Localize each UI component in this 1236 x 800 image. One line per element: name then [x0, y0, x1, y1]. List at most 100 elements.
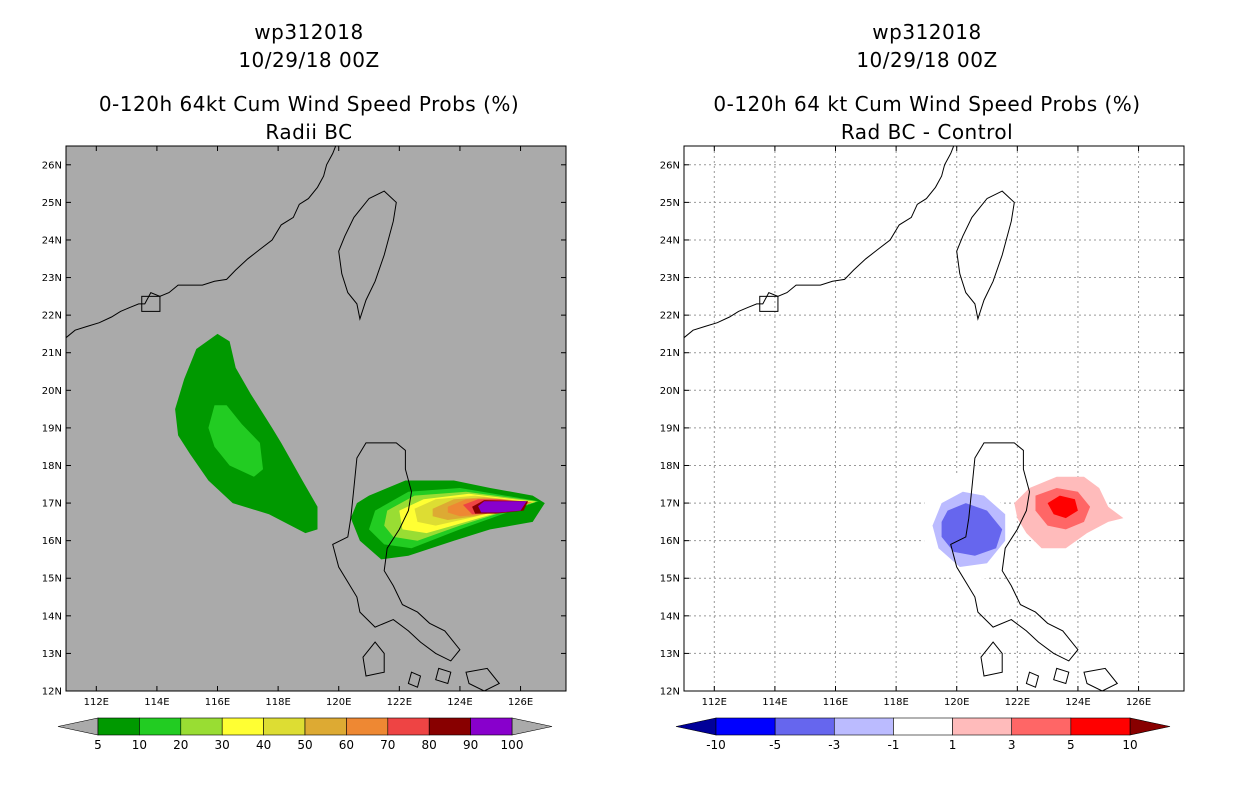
island-outline: [950, 442, 1079, 662]
colorbar-low-triangle: [57, 717, 99, 736]
colorbar-swatch: [715, 717, 776, 736]
x-tick-label: 122E: [1005, 697, 1030, 708]
y-tick-label: 23N: [42, 273, 62, 284]
right-title: wp312018: [872, 20, 982, 44]
colorbar-high-triangle: [511, 717, 553, 736]
y-tick-label: 24N: [42, 235, 62, 246]
y-tick-label: 17N: [42, 499, 62, 510]
y-tick-label: 16N: [42, 536, 62, 547]
colorbar-swatch: [1070, 717, 1131, 736]
left-product: 0-120h 64kt Cum Wind Speed Probs (%): [98, 92, 520, 116]
colorbar-swatch: [97, 717, 140, 736]
negative-anomaly-contour--5: [941, 503, 1003, 556]
colorbar-swatch: [833, 717, 894, 736]
right-map: 112E 114E 116E 118E 120E 122E 124E 126E 12N 13N 14…: [660, 145, 1185, 752]
colorbar-swatch: [774, 717, 835, 736]
y-tick-label: 22N: [660, 311, 680, 322]
island-outline: [435, 667, 452, 685]
colorbar-label: 70: [380, 738, 395, 752]
island-outline: [1053, 667, 1070, 685]
plot-content: [684, 146, 1184, 691]
x-tick-label: 116E: [205, 697, 230, 708]
x-tick-label: 116E: [823, 697, 848, 708]
plot-frame: [65, 145, 567, 692]
y-tick-label: 13N: [42, 649, 62, 660]
left-map: 112E 114E 116E 118E 120E 122E 124E 126E 12N 13N 14…: [42, 145, 567, 752]
y-tick-label: 25N: [42, 198, 62, 209]
island-outline: [407, 671, 422, 688]
y-tick-label: 23N: [660, 273, 680, 284]
colorbar-label: 20: [173, 738, 188, 752]
y-tick-label: 13N: [660, 649, 680, 660]
island-outline: [362, 641, 385, 677]
island-outline: [1083, 667, 1119, 691]
y-tick-label: 25N: [660, 198, 680, 209]
colorbar-label: 50: [297, 738, 312, 752]
colorbar-swatch: [893, 717, 953, 736]
y-tick-label: 21N: [42, 348, 62, 359]
y-tick-label: 20N: [660, 386, 680, 397]
left-subtitle: 10/29/18 00Z: [238, 48, 380, 72]
coast-box: [141, 295, 161, 312]
colorbar-label: 90: [463, 738, 478, 752]
island-outline: [1025, 671, 1040, 688]
x-tick-label: 112E: [702, 697, 727, 708]
y-tick-label: 12N: [660, 687, 680, 698]
colorbar-swatch: [180, 717, 223, 736]
right-product: 0-120h 64 kt Cum Wind Speed Probs (%): [713, 92, 1141, 116]
x-tick-label: 120E: [326, 697, 351, 708]
colorbar-label: 3: [1008, 738, 1016, 752]
colorbar-swatch: [428, 717, 471, 736]
coast-box: [759, 295, 779, 312]
colorbar-swatch: [139, 717, 182, 736]
x-tick-label: 126E: [508, 697, 533, 708]
colorbar-label: 5: [94, 738, 102, 752]
y-tick-label: 19N: [660, 423, 680, 434]
island-outline: [332, 442, 461, 662]
colorbar-label: -5: [769, 738, 781, 752]
colorbar-label: 60: [339, 738, 354, 752]
island-outline: [980, 641, 1003, 677]
y-tick-label: 16N: [660, 536, 680, 547]
right-variant: Rad BC - Control: [840, 120, 1014, 144]
y-tick-label: 15N: [42, 574, 62, 585]
plot-frame: [683, 145, 1185, 692]
y-tick-label: 14N: [42, 611, 62, 622]
x-tick-label: 120E: [944, 697, 969, 708]
coastline: [684, 146, 955, 339]
colorbar-swatch: [470, 717, 513, 736]
left-variant: Radii BC: [265, 120, 353, 144]
left-title: wp312018: [254, 20, 364, 44]
colorbar-label: 100: [501, 738, 524, 752]
island-outline: [956, 190, 1015, 321]
colorbar-swatch: [387, 717, 430, 736]
positive-anomaly-contour-5: [1047, 495, 1078, 519]
y-tick-label: 20N: [42, 386, 62, 397]
plot-background: [66, 146, 566, 691]
east-swath-contour-100: [496, 501, 526, 510]
colorbar-label: 5: [1067, 738, 1075, 752]
y-tick-label: 26N: [42, 160, 62, 171]
right-panel: wp312018 10/29/18 00Z 0-120h 64 kt Cum W…: [618, 0, 1236, 800]
colorbar-label: -3: [828, 738, 840, 752]
colorbar-swatch: [1011, 717, 1072, 736]
colorbar-swatch: [221, 717, 264, 736]
island-outline: [338, 190, 397, 321]
colorbar-label: 1: [949, 738, 957, 752]
colorbar-label: 80: [422, 738, 437, 752]
y-tick-label: 12N: [42, 687, 62, 698]
coastline: [66, 146, 337, 339]
y-tick-label: 21N: [660, 348, 680, 359]
colorbar-swatch: [346, 717, 389, 736]
colorbar-swatch: [304, 717, 347, 736]
x-tick-label: 126E: [1126, 697, 1151, 708]
island-outline: [465, 667, 501, 691]
x-tick-label: 118E: [265, 697, 290, 708]
colorbar-swatch: [263, 717, 306, 736]
colorbar-label: -10: [706, 738, 726, 752]
colorbar-label: 10: [1122, 738, 1137, 752]
x-tick-label: 114E: [762, 697, 787, 708]
colorbar-low-triangle: [675, 717, 717, 736]
x-tick-label: 124E: [1065, 697, 1090, 708]
west-swath-contour-10: [208, 405, 263, 477]
